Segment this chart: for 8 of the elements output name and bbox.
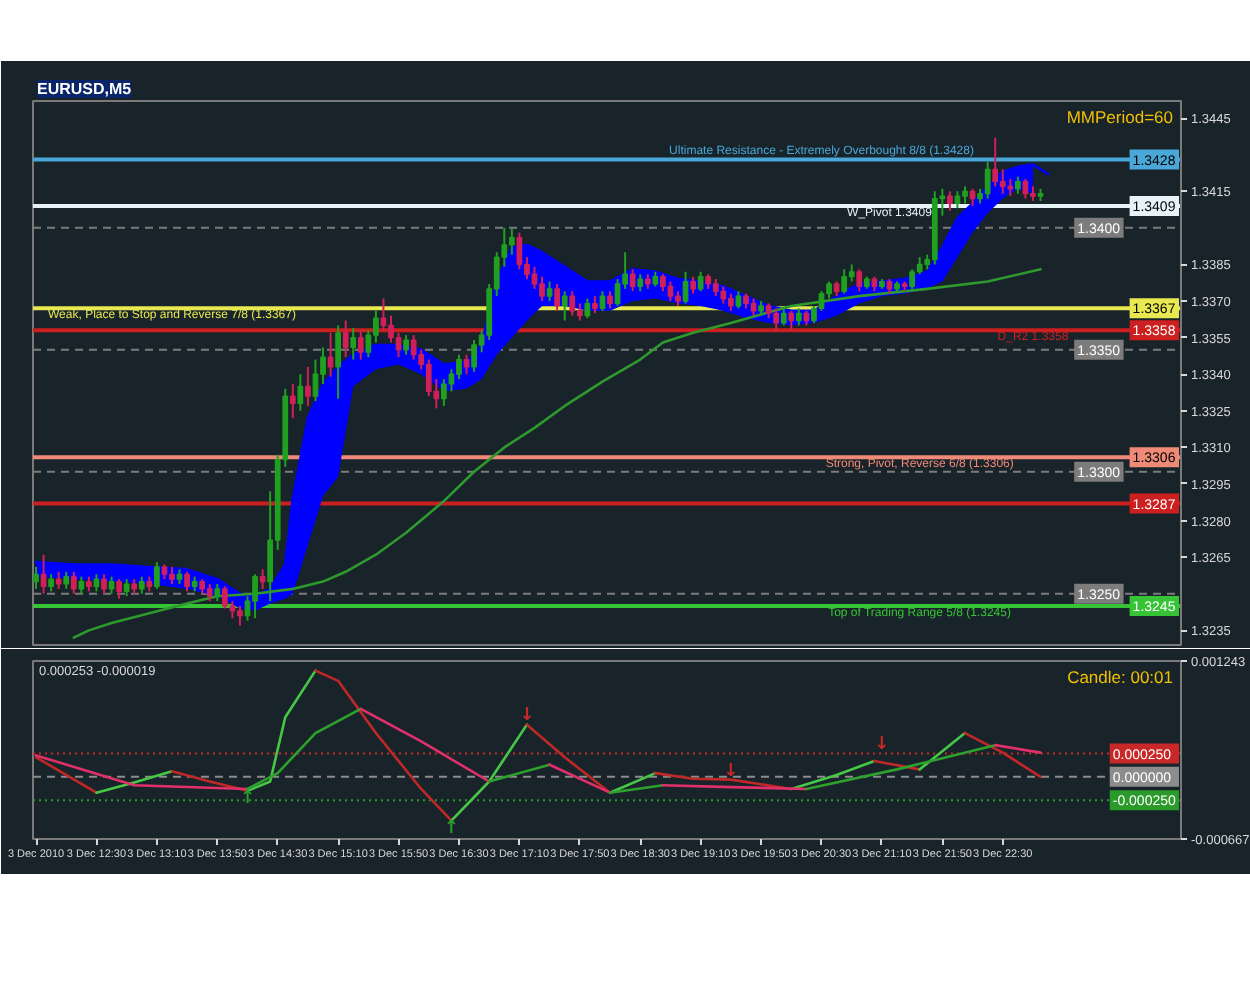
annotation: MMPeriod=60 <box>1066 107 1174 127</box>
chart-title: EURUSD,M5 <box>37 80 133 98</box>
annotation: ↓ <box>874 735 890 756</box>
annotation: Candle: 00:01 <box>1067 667 1174 687</box>
annotation: ↑ <box>443 819 459 840</box>
annotation: ↓ <box>519 706 535 727</box>
annotation: ↑ <box>239 789 256 810</box>
annotation: ↓ <box>723 762 739 783</box>
